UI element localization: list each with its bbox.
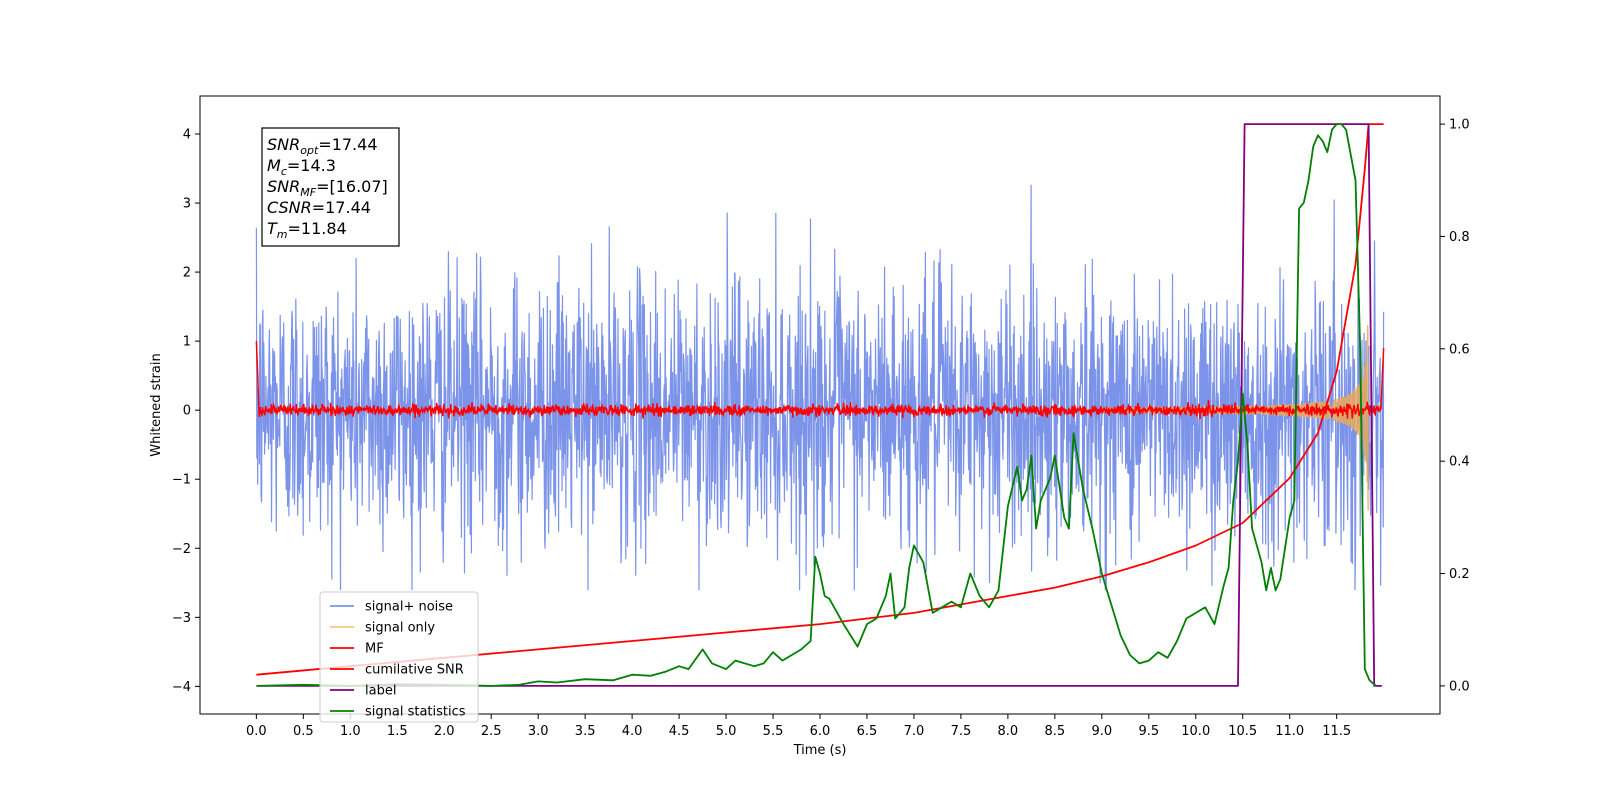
annotation-line: SNRMF=[16.07] xyxy=(267,177,388,199)
y-axis-left: 4 3 2 1 0 −1 −2 −3 −4 xyxy=(172,127,200,695)
x-tick-label: 1.0 xyxy=(340,724,361,739)
x-tick-label: 7.0 xyxy=(904,724,925,739)
y-right-tick-label: 0.8 xyxy=(1449,230,1470,245)
legend-entry-label: signal statistics xyxy=(365,705,466,720)
y-axis-label: Whitened strain xyxy=(149,353,164,456)
x-tick-label: 11.0 xyxy=(1275,724,1304,739)
series-layer xyxy=(255,123,1385,687)
y-left-tick-label: 4 xyxy=(183,127,191,142)
x-tick-label: 6.5 xyxy=(857,724,878,739)
x-tick-label: 10.5 xyxy=(1228,724,1257,739)
y-left-tick-label: −1 xyxy=(172,473,191,488)
y-left-tick-label: 0 xyxy=(183,404,191,419)
x-tick-label: 9.5 xyxy=(1138,724,1159,739)
x-tick-label: 7.5 xyxy=(951,724,972,739)
legend-frame xyxy=(319,591,479,723)
x-tick-label: 6.0 xyxy=(810,724,831,739)
x-tick-label: 10.0 xyxy=(1181,724,1210,739)
series-signal-only-line xyxy=(1101,324,1369,511)
y-left-tick-label: 2 xyxy=(183,266,191,281)
x-tick-label: 9.0 xyxy=(1091,724,1112,739)
annotation-line: CSNR=17.44 xyxy=(267,198,371,217)
y-right-tick-label: 0.0 xyxy=(1449,679,1470,694)
y-axis-right: 1.0 0.8 0.6 0.4 0.2 0.0 xyxy=(1440,118,1470,694)
y-right-tick-label: 0.2 xyxy=(1449,567,1470,582)
x-tick-label: 3.5 xyxy=(575,724,596,739)
x-tick-label: 4.5 xyxy=(669,724,690,739)
y-right-tick-label: 1.0 xyxy=(1449,118,1470,133)
legend-entry-label: signal+ noise xyxy=(365,600,453,615)
x-tick-label: 0.5 xyxy=(293,724,314,739)
legend-entry-label: signal only xyxy=(365,621,435,636)
y-right-tick-label: 0.4 xyxy=(1449,455,1470,470)
x-tick-label: 0.0 xyxy=(246,724,267,739)
y-left-tick-label: −4 xyxy=(172,680,191,695)
legend-entry-label: cumilative SNR xyxy=(365,663,464,678)
x-tick-label: 2.0 xyxy=(434,724,455,739)
annotation-frame xyxy=(261,127,400,247)
series-signal-statistics-line xyxy=(256,123,1377,687)
series-signal-noise-line xyxy=(255,184,1385,591)
x-tick-label: 11.5 xyxy=(1322,724,1351,739)
x-tick-label: 2.5 xyxy=(481,724,502,739)
annotation-line: SNRopt=17.44 xyxy=(267,135,378,157)
annotation-line: Tm=11.84 xyxy=(267,219,347,241)
x-tick-label: 5.5 xyxy=(763,724,784,739)
x-tick-label: 3.0 xyxy=(528,724,549,739)
annotation-box: SNRopt=17.44Mc=14.3SNRMF=[16.07]CSNR=17.… xyxy=(261,127,400,247)
x-tick-label: 1.5 xyxy=(387,724,408,739)
legend-entry-label: MF xyxy=(365,642,384,657)
y-left-tick-label: 3 xyxy=(183,197,191,212)
y-right-tick-label: 0.6 xyxy=(1449,342,1470,357)
x-axis: 0.0 0.5 1.0 1.5 2.0 2.5 3.0 3.5 4.0 4.5 5.0 5.5 6.0 6… xyxy=(246,714,1351,739)
y-left-tick-label: −2 xyxy=(172,542,191,557)
x-tick-label: 8.5 xyxy=(1045,724,1066,739)
x-tick-label: 8.0 xyxy=(998,724,1019,739)
y-left-tick-label: −3 xyxy=(172,611,191,626)
legend-entry-label: label xyxy=(365,684,396,699)
series-mf-line xyxy=(255,341,1385,420)
y-left-tick-label: 1 xyxy=(183,335,191,350)
legend: signal+ noise signal only MF cumilative SNR… xyxy=(319,591,479,723)
annotation-line: Mc=14.3 xyxy=(267,156,336,178)
x-tick-label: 5.0 xyxy=(716,724,737,739)
x-tick-label: 4.0 xyxy=(622,724,643,739)
x-axis-label: Time (s) xyxy=(793,743,847,758)
